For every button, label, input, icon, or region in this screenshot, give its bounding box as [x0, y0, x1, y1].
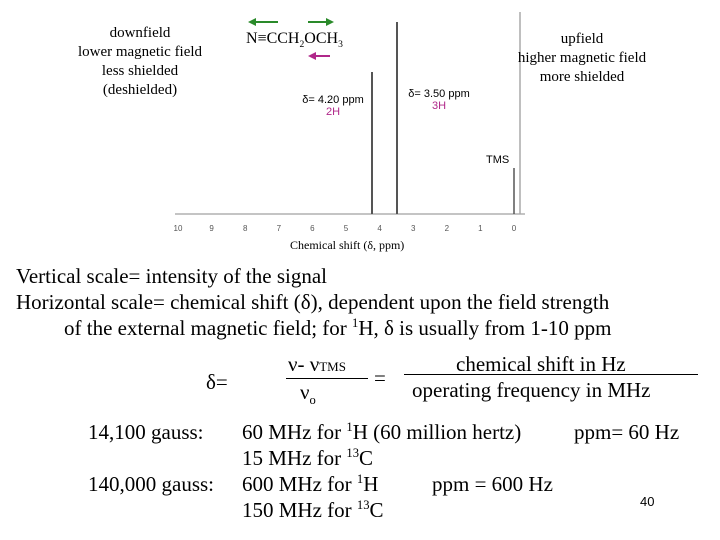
- text: δ= 3.50 ppm: [408, 88, 470, 100]
- tick-label: 6: [310, 224, 315, 233]
- spectrum: [175, 12, 525, 215]
- fraction-bar: [286, 378, 368, 379]
- text: higher magnetic field: [517, 50, 647, 66]
- peak-label: δ= 4.20 ppm 2H: [300, 94, 366, 118]
- text: 13: [346, 446, 359, 460]
- tick-label: 8: [242, 224, 248, 233]
- text: of the external magnetic field; for: [64, 316, 353, 340]
- tick-label: 2: [444, 224, 450, 233]
- text: 15 MHz for: [242, 446, 347, 470]
- text: o: [309, 393, 316, 408]
- text: 1: [346, 420, 353, 434]
- text: H, δ is usually from 1-10 ppm: [358, 316, 612, 340]
- text: 60 MHz for 1H (60 million hertz): [242, 420, 521, 445]
- text: TMS: [486, 154, 510, 166]
- text: ν: [300, 380, 310, 404]
- text: 1: [352, 316, 359, 330]
- tick-label: 7: [276, 224, 282, 233]
- text: 150 MHz for: [242, 498, 357, 522]
- text: 3: [338, 39, 343, 51]
- text: ppm = 600 Hz: [432, 472, 553, 496]
- left-note: downfield lower magnetic field less shie…: [62, 24, 218, 100]
- axis-label: Chemical shift (δ, ppm): [290, 238, 405, 252]
- tick-label: 10: [173, 224, 183, 233]
- page-number: 40: [640, 494, 655, 509]
- text: 13: [356, 498, 370, 512]
- text: ν- νTMS: [288, 352, 346, 377]
- tick-label: 5: [343, 224, 349, 233]
- text: upfield: [560, 31, 604, 47]
- text: 2H: [325, 106, 341, 118]
- text: more shielded: [539, 69, 625, 85]
- text: 2: [299, 39, 305, 51]
- text: C: [359, 446, 374, 470]
- fraction-bar: [404, 374, 698, 375]
- text: OCH: [304, 30, 339, 47]
- text: δ=: [206, 370, 228, 394]
- right-note: upfield higher magnetic field more shiel…: [500, 30, 664, 87]
- text: 600 MHz for 1H: [242, 472, 378, 497]
- tick-label: 3: [410, 224, 416, 233]
- text: 150 MHz for 13C: [242, 498, 384, 523]
- tick-label: 9: [209, 224, 214, 233]
- text: downfield: [109, 25, 171, 41]
- text: 3H: [431, 100, 447, 112]
- text: N≡CCH: [246, 30, 300, 47]
- text: operating frequency in MHz: [412, 378, 651, 402]
- text: H (60 million hertz): [352, 420, 522, 444]
- text: 15 MHz for 13C: [242, 446, 373, 471]
- text: 140,000 gauss:: [88, 472, 214, 496]
- text: =: [374, 366, 386, 390]
- text: lower magnetic field: [77, 44, 203, 60]
- arrow-head: [248, 18, 256, 26]
- arrow-head: [308, 52, 316, 60]
- arrow-head: [326, 18, 334, 26]
- text: of the external magnetic field; for 1H, …: [64, 316, 611, 341]
- text: ν- ν: [288, 352, 320, 376]
- text: 14,100 gauss:: [88, 420, 204, 444]
- text: chemical shift in Hz: [456, 352, 626, 376]
- text: H: [363, 472, 379, 496]
- text: TMS: [319, 359, 346, 374]
- structure: N≡CCH2OCH3: [246, 30, 343, 50]
- text: 60 MHz for: [242, 420, 347, 444]
- text: Horizontal scale= chemical shift (δ), de…: [16, 290, 610, 314]
- text: Vertical scale= intensity of the signal: [16, 264, 328, 288]
- text: (deshielded): [102, 82, 178, 98]
- text: 600 MHz for: [242, 472, 357, 496]
- tick-label: 4: [377, 224, 382, 233]
- peak-label: δ= 3.50 ppm 3H: [404, 88, 474, 112]
- text: C: [369, 498, 384, 522]
- text: less shielded: [101, 63, 179, 79]
- tick-label: 1: [478, 224, 483, 233]
- tick-label: 0: [511, 224, 517, 233]
- text: ppm= 60 Hz: [574, 420, 680, 444]
- text: δ= 4.20 ppm: [302, 94, 364, 106]
- text: νo: [300, 380, 316, 408]
- text: 1: [356, 472, 364, 486]
